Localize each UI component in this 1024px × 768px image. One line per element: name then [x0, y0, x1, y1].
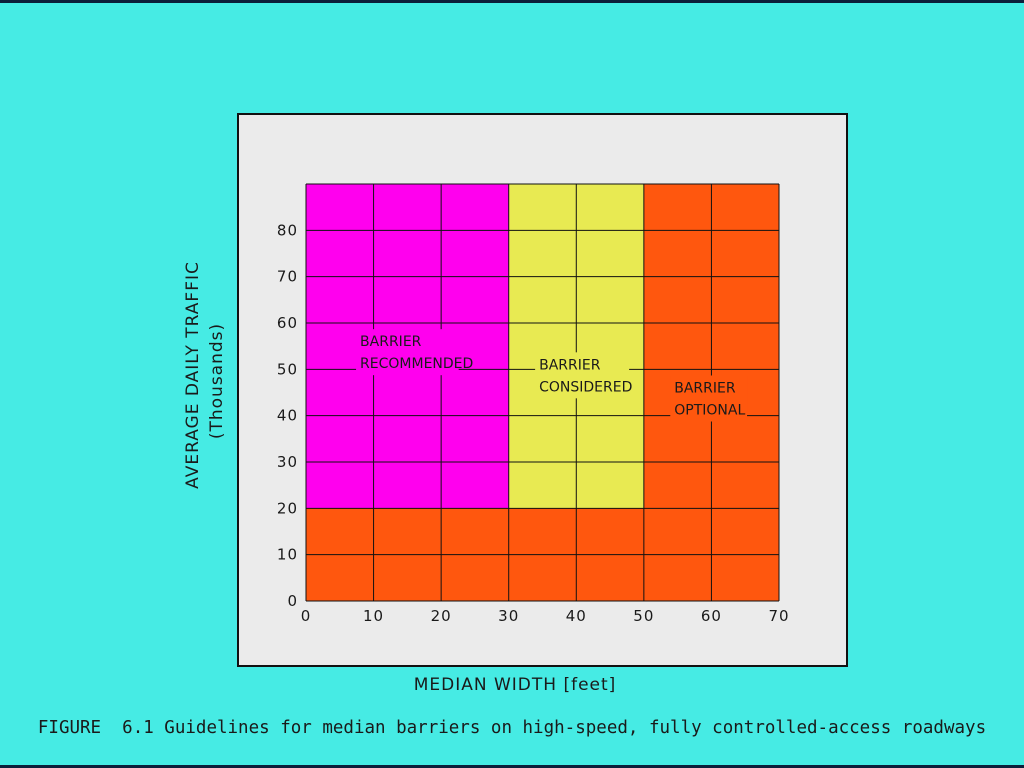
- x-tick-labels: 0 10 20 30 40 50 60 70: [301, 607, 789, 625]
- x-tick-label-30: 30: [498, 607, 519, 625]
- region-label-1-line-1: CONSIDERED: [539, 379, 632, 395]
- y-axis-title: AVERAGE DAILY TRAFFIC: [183, 261, 203, 489]
- x-tick-label-20: 20: [431, 607, 452, 625]
- y-tick-label-10: 10: [277, 546, 298, 564]
- region-label-2-line-1: OPTIONAL: [674, 403, 745, 419]
- y-tick-labels: 0 10 20 30 40 50 60 70 80: [277, 221, 298, 610]
- figure-caption: FIGURE 6.1 Guidelines for median barrier…: [38, 718, 986, 738]
- x-tick-label-60: 60: [701, 607, 722, 625]
- y-tick-label-80: 80: [277, 221, 298, 239]
- region-label-0-line-0: BARRIER: [360, 334, 422, 350]
- y-tick-label-0: 0: [287, 592, 298, 610]
- region-label-bg-2: [670, 375, 748, 422]
- median-barrier-chart: BARRIER RECOMMENDED BARRIER CONSIDERED BARRI…: [38, 113, 986, 738]
- region-label-2-line-0: BARRIER: [674, 381, 736, 397]
- x-tick-label-10: 10: [363, 607, 384, 625]
- x-tick-label-40: 40: [566, 607, 587, 625]
- region-label-bg-1: [535, 352, 630, 399]
- y-tick-label-40: 40: [277, 407, 298, 425]
- region-labels: BARRIER RECOMMENDED BARRIER CONSIDERED BARRI…: [356, 329, 748, 422]
- y-tick-label-60: 60: [277, 314, 298, 332]
- x-tick-label-0: 0: [301, 607, 312, 625]
- x-axis-title: MEDIAN WIDTH [feet]: [414, 675, 617, 695]
- y-tick-label-50: 50: [277, 360, 298, 378]
- region-label-bg-0: [356, 329, 459, 376]
- region-label-1-line-0: BARRIER: [539, 357, 601, 373]
- region-label-0-line-1: RECOMMENDED: [360, 356, 473, 372]
- y-tick-label-30: 30: [277, 453, 298, 471]
- x-tick-label-50: 50: [633, 607, 654, 625]
- y-tick-label-20: 20: [277, 499, 298, 517]
- y-tick-label-70: 70: [277, 268, 298, 286]
- y-axis-subtitle: (Thousands): [207, 323, 227, 439]
- x-tick-label-70: 70: [768, 607, 789, 625]
